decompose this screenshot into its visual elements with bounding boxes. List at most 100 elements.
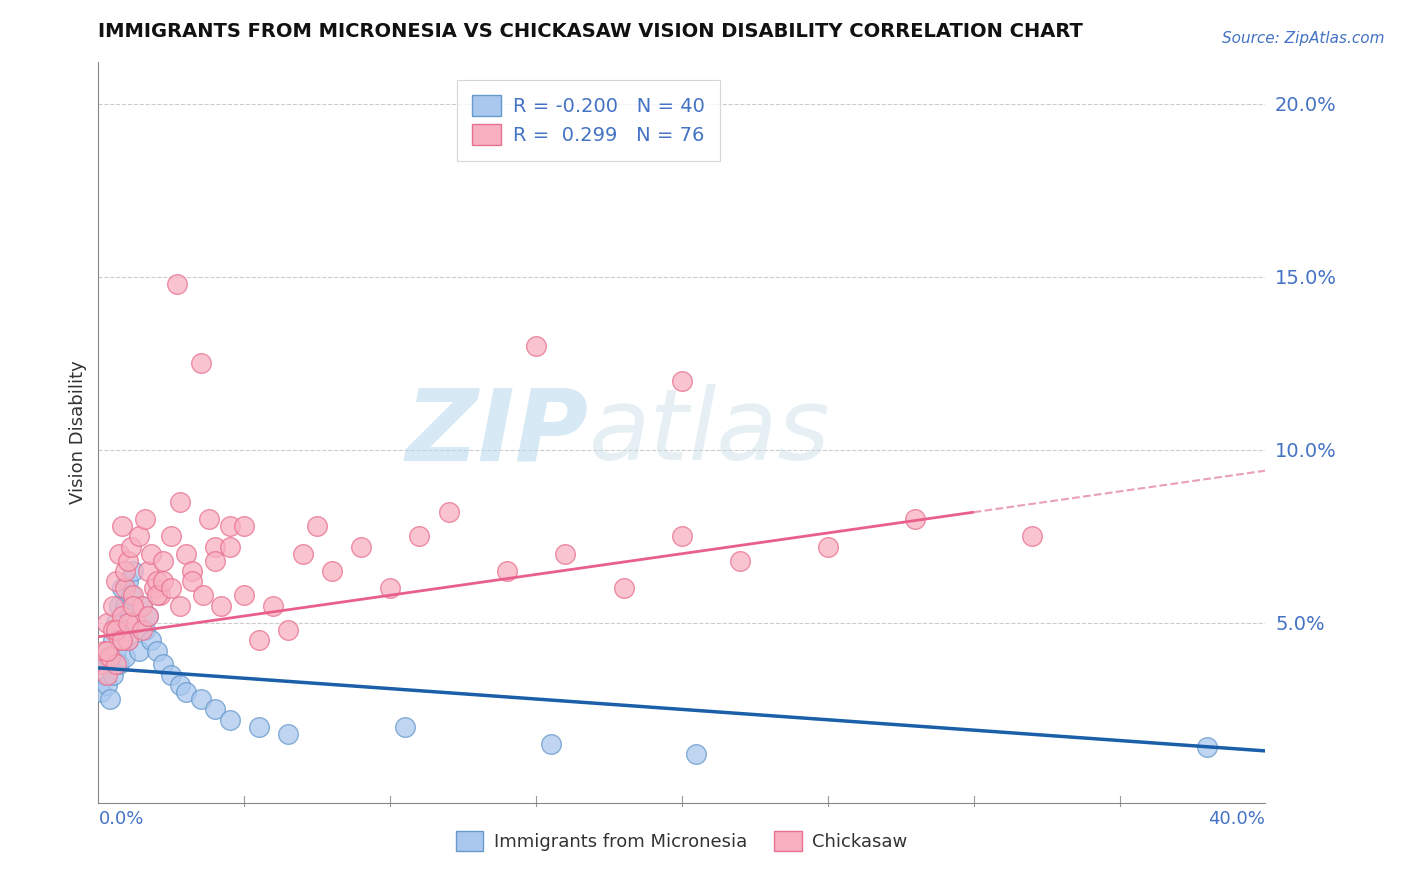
Point <box>262 599 284 613</box>
Point <box>166 277 188 291</box>
Y-axis label: Vision Disability: Vision Disability <box>69 360 87 505</box>
Point <box>96 643 118 657</box>
Point <box>125 615 148 630</box>
Point <box>131 599 153 613</box>
Point <box>111 519 134 533</box>
Point <box>524 339 547 353</box>
Point <box>108 633 131 648</box>
Point <box>174 685 197 699</box>
Point <box>122 588 145 602</box>
Point <box>160 529 183 543</box>
Point <box>122 599 145 613</box>
Point <box>169 599 191 613</box>
Point <box>134 623 156 637</box>
Point <box>307 519 329 533</box>
Point <box>174 547 197 561</box>
Point <box>108 657 131 672</box>
Point <box>496 564 519 578</box>
Point <box>152 574 174 589</box>
Point <box>169 495 191 509</box>
Point <box>169 678 191 692</box>
Point <box>98 657 121 672</box>
Point <box>233 519 256 533</box>
Text: 40.0%: 40.0% <box>1209 810 1265 828</box>
Point <box>180 564 202 578</box>
Point <box>160 667 183 681</box>
Point <box>93 643 115 657</box>
Point <box>131 623 153 637</box>
Point <box>685 747 707 762</box>
Point <box>120 540 142 554</box>
Point <box>408 529 430 543</box>
Point <box>96 667 118 681</box>
Point <box>204 540 226 554</box>
Point <box>128 529 150 543</box>
Point <box>117 574 139 589</box>
Point <box>104 623 127 637</box>
Point <box>104 657 127 672</box>
Point <box>149 588 172 602</box>
Text: 0.0%: 0.0% <box>98 810 143 828</box>
Point <box>277 623 299 637</box>
Point <box>114 564 136 578</box>
Point <box>612 582 634 596</box>
Point <box>146 643 169 657</box>
Point <box>190 692 212 706</box>
Point <box>101 623 124 637</box>
Point <box>114 650 136 665</box>
Point <box>96 615 118 630</box>
Point <box>218 540 240 554</box>
Point <box>125 615 148 630</box>
Point <box>93 667 115 681</box>
Point <box>111 582 134 596</box>
Point <box>291 547 314 561</box>
Point <box>90 657 112 672</box>
Point <box>128 643 150 657</box>
Text: ZIP: ZIP <box>405 384 589 481</box>
Point <box>136 609 159 624</box>
Text: IMMIGRANTS FROM MICRONESIA VS CHICKASAW VISION DISABILITY CORRELATION CHART: IMMIGRANTS FROM MICRONESIA VS CHICKASAW … <box>98 22 1083 41</box>
Point <box>218 519 240 533</box>
Point <box>104 615 127 630</box>
Point <box>108 599 131 613</box>
Point <box>160 582 183 596</box>
Point <box>114 599 136 613</box>
Point <box>394 720 416 734</box>
Text: Source: ZipAtlas.com: Source: ZipAtlas.com <box>1222 31 1385 46</box>
Point <box>104 643 127 657</box>
Point <box>554 547 576 561</box>
Point <box>671 374 693 388</box>
Point <box>139 547 162 561</box>
Legend: Immigrants from Micronesia, Chickasaw: Immigrants from Micronesia, Chickasaw <box>447 822 917 861</box>
Point <box>117 554 139 568</box>
Text: atlas: atlas <box>589 384 830 481</box>
Point <box>146 588 169 602</box>
Point <box>108 547 131 561</box>
Point <box>96 650 118 665</box>
Point <box>350 540 373 554</box>
Point <box>671 529 693 543</box>
Point <box>380 582 402 596</box>
Point <box>114 582 136 596</box>
Point <box>730 554 752 568</box>
Point <box>104 574 127 589</box>
Point <box>1021 529 1043 543</box>
Point <box>247 720 270 734</box>
Point <box>101 667 124 681</box>
Point <box>122 564 145 578</box>
Point <box>117 615 139 630</box>
Point <box>117 633 139 648</box>
Point <box>111 623 134 637</box>
Point <box>204 554 226 568</box>
Point <box>101 633 124 648</box>
Point <box>152 657 174 672</box>
Point <box>190 356 212 370</box>
Point <box>193 588 215 602</box>
Point <box>321 564 343 578</box>
Point <box>111 609 134 624</box>
Point <box>136 564 159 578</box>
Point <box>117 633 139 648</box>
Point <box>152 554 174 568</box>
Point <box>131 599 153 613</box>
Point <box>1195 740 1218 755</box>
